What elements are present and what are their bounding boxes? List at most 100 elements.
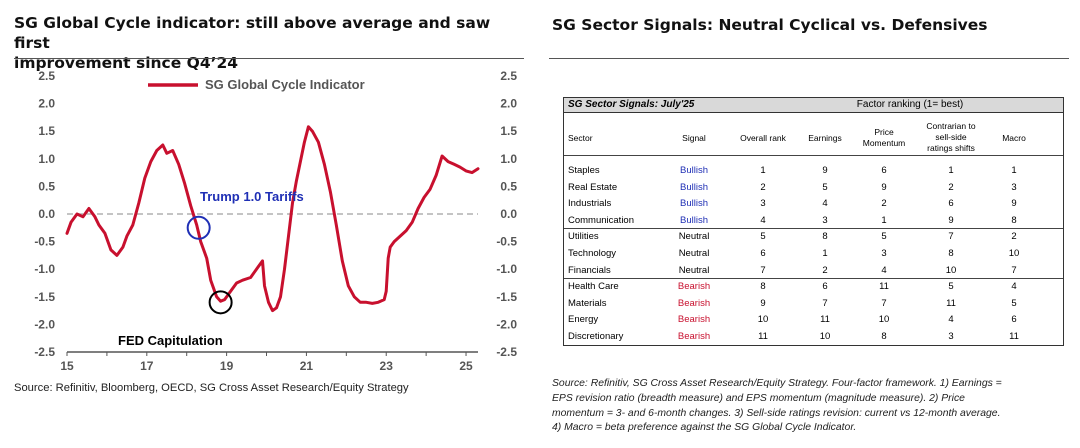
y-tick-label-left: 1.0 bbox=[38, 152, 55, 166]
table-cell-overall-rank: 2 bbox=[760, 181, 766, 193]
table-cell-contrarian: 5 bbox=[948, 281, 954, 293]
table-cell-macro: 10 bbox=[1008, 248, 1020, 259]
table-cell-sector: Industrials bbox=[568, 198, 612, 210]
col-header-overall-rank: Overall rank bbox=[740, 133, 786, 143]
table-cell-contrarian: 7 bbox=[948, 231, 954, 243]
header-separator bbox=[564, 155, 1063, 156]
table-cell-sector: Materials bbox=[568, 297, 607, 309]
table-cell-earnings: 1 bbox=[822, 248, 828, 259]
left-y-axis: 2.5 2.0 1.5 1.0 0.5 0.0 -0.5 -1.0 -1.5 -2.0 -2.5 bbox=[34, 69, 55, 359]
tariffs-marker-circle bbox=[186, 215, 211, 240]
group-separator bbox=[564, 278, 1063, 280]
y-tick-label-left: 0.5 bbox=[38, 179, 55, 193]
table-cell-macro: 8 bbox=[1011, 214, 1017, 226]
table-factor-caption: Factor ranking (1= best) bbox=[856, 99, 964, 110]
table-cell-overall-rank: 9 bbox=[760, 297, 766, 309]
y-tick-label-right: 0.5 bbox=[500, 179, 517, 193]
table-cell-sector: Financials bbox=[568, 264, 611, 276]
group-separator bbox=[564, 228, 1063, 230]
table-cell-contrarian: 11 bbox=[946, 297, 956, 309]
table-cell-earnings: 11 bbox=[820, 314, 830, 326]
y-tick-label-right: -1.5 bbox=[496, 290, 517, 304]
table-cell-earnings: 5 bbox=[822, 181, 828, 193]
table-header-bar: SG Sector Signals: July'25 Factor rankin… bbox=[564, 98, 1063, 113]
table-cell-macro: 3 bbox=[1011, 181, 1017, 193]
table-cell-signal: Neutral bbox=[678, 264, 710, 276]
y-tick-label-left: -0.5 bbox=[34, 235, 55, 249]
table-cell-macro: 7 bbox=[1011, 264, 1017, 276]
col-header-macro: Macro bbox=[1002, 133, 1026, 143]
x-axis: 15 17 19 21 23 25 bbox=[60, 359, 473, 373]
table-cell-overall-rank: 11 bbox=[758, 331, 768, 342]
left-title-line1: SG Global Cycle indicator: still above a… bbox=[14, 14, 491, 52]
right-source-line2: EPS revision ratio (breadth measure) and… bbox=[552, 392, 965, 404]
x-tick-label: 25 bbox=[459, 359, 473, 373]
table-title: SG Sector Signals: July'25 bbox=[568, 99, 695, 110]
table-cell-signal: Neutral bbox=[678, 231, 710, 243]
table-cell-sector: Utilities bbox=[568, 231, 599, 243]
y-tick-label-right: 1.5 bbox=[500, 124, 517, 138]
table-cell-macro: 5 bbox=[1011, 297, 1017, 309]
table-cell-macro: 11 bbox=[1009, 331, 1019, 342]
table-cell-price-momentum: 7 bbox=[881, 297, 887, 309]
y-tick-label-right: 0.0 bbox=[500, 207, 517, 221]
table-cell-overall-rank: 6 bbox=[760, 248, 766, 259]
left-title-rule bbox=[14, 58, 524, 59]
contrarian-line3: ratings shifts bbox=[927, 143, 975, 153]
table-cell-sector: Energy bbox=[568, 314, 599, 326]
legend-label: SG Global Cycle Indicator bbox=[205, 77, 365, 92]
table-cell-overall-rank: 1 bbox=[760, 165, 766, 176]
table-cell-signal: Bearish bbox=[677, 297, 711, 309]
right-source-line4: 4) Macro = beta preference against the S… bbox=[552, 422, 857, 434]
sector-signals-table: SG Sector Signals: July'25 Factor rankin… bbox=[563, 97, 1064, 346]
table-cell-sector: Discretionary bbox=[568, 331, 624, 342]
table-cell-macro: 1 bbox=[1011, 165, 1017, 176]
table-cell-contrarian: 2 bbox=[948, 181, 954, 193]
table-cell-contrarian: 3 bbox=[948, 331, 954, 342]
table-cell-contrarian: 9 bbox=[948, 214, 954, 226]
y-tick-label-left: -1.5 bbox=[34, 290, 55, 304]
col-header-signal: Signal bbox=[682, 133, 706, 143]
y-tick-label-right: 1.0 bbox=[500, 152, 517, 166]
table-cell-overall-rank: 8 bbox=[760, 281, 766, 293]
table-cell-price-momentum: 5 bbox=[881, 231, 887, 243]
table-cell-contrarian: 1 bbox=[948, 165, 954, 176]
price-momentum-line2: Momentum bbox=[862, 138, 906, 148]
fed-capitulation-marker-circle bbox=[208, 290, 233, 315]
y-tick-label-left: -2.5 bbox=[34, 345, 55, 359]
y-tick-label-left: 0.0 bbox=[38, 207, 55, 221]
right-source-line1: Source: Refinitiv, SG Cross Asset Resear… bbox=[552, 378, 1002, 389]
x-tick-label: 23 bbox=[380, 359, 394, 373]
tariffs-annotation: Trump 1.0 Tariffs bbox=[200, 189, 304, 204]
right-title-rule bbox=[549, 58, 1069, 59]
y-tick-label-right: -2.0 bbox=[496, 317, 517, 331]
y-tick-label-right: 2.0 bbox=[500, 97, 517, 111]
table-cell-earnings: 2 bbox=[822, 264, 828, 276]
cycle-indicator-series-line bbox=[65, 125, 480, 313]
right-y-axis: 2.5 2.0 1.5 1.0 0.5 0.0 -0.5 -1.0 -1.5 -2.0 -2.5 bbox=[496, 69, 517, 359]
table-cell-price-momentum: 1 bbox=[881, 214, 887, 226]
table-cell-sector: Real Estate bbox=[568, 181, 618, 193]
table-cell-price-momentum: 8 bbox=[881, 331, 887, 342]
x-axis-tick-marks bbox=[66, 352, 467, 356]
right-panel-title: SG Sector Signals: Neutral Cyclical vs. … bbox=[552, 16, 988, 34]
table-cell-earnings: 6 bbox=[822, 281, 828, 293]
col-header-contrarian: Contrarian to sell-side ratings shifts bbox=[911, 121, 991, 154]
table-cell-contrarian: 10 bbox=[945, 264, 957, 276]
table-cell-contrarian: 4 bbox=[948, 314, 954, 326]
table-cell-signal: Bullish bbox=[680, 181, 708, 193]
y-tick-label-right: -0.5 bbox=[496, 235, 517, 249]
table-cell-sector: Health Care bbox=[568, 281, 619, 293]
x-tick-label: 19 bbox=[220, 359, 234, 373]
table-cell-sector: Communication bbox=[568, 214, 634, 226]
table-cell-price-momentum: 10 bbox=[878, 314, 890, 326]
table-cell-price-momentum: 4 bbox=[881, 264, 887, 276]
y-tick-label-left: -1.0 bbox=[34, 262, 55, 276]
table-cell-price-momentum: 2 bbox=[881, 198, 887, 210]
y-tick-label-right: 2.5 bbox=[500, 69, 517, 83]
col-header-earnings: Earnings bbox=[808, 133, 842, 143]
table-cell-signal: Bearish bbox=[677, 314, 711, 326]
y-tick-label-left: 2.0 bbox=[38, 97, 55, 111]
col-header-price-momentum: Price Momentum bbox=[854, 127, 914, 149]
table-cell-macro: 2 bbox=[1011, 231, 1017, 243]
